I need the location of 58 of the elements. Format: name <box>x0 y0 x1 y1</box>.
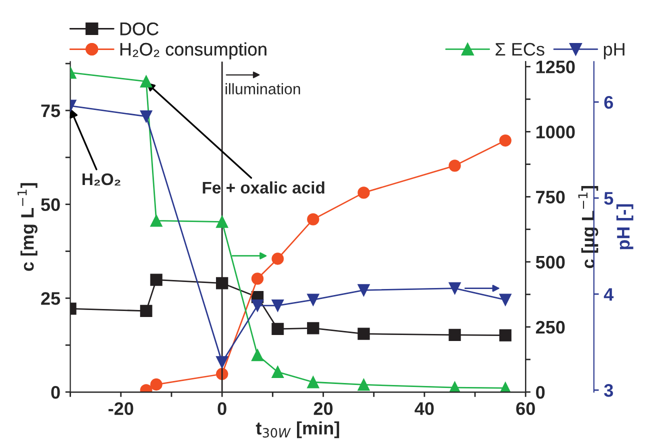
x-tick-label: 0 <box>218 402 226 416</box>
point <box>272 300 284 312</box>
ref-line-label: illumination <box>226 83 300 94</box>
y2-tick-label: 1000 <box>536 126 575 138</box>
annotation: Fe + oxalic acid <box>202 181 324 194</box>
x-tick-label: -20 <box>108 402 134 416</box>
point <box>272 366 284 378</box>
point <box>358 284 370 296</box>
point <box>251 300 264 312</box>
legend-label: pH <box>604 43 624 60</box>
point <box>358 328 370 340</box>
y2-tick-label: 1250 <box>536 60 575 74</box>
point <box>307 322 320 334</box>
point <box>150 274 162 286</box>
annotation: H₂O₂ <box>82 173 120 186</box>
y2-tick-label: 250 <box>536 320 565 334</box>
y-tick-label: 75 <box>41 104 60 118</box>
point <box>448 282 461 294</box>
y-tick-label: 50 <box>41 198 60 212</box>
y2-tick-label: 0 <box>536 386 545 399</box>
point <box>216 356 228 368</box>
point <box>307 376 320 388</box>
point <box>307 213 320 226</box>
point <box>499 294 512 306</box>
point <box>358 378 370 391</box>
point <box>140 110 152 122</box>
legend-label: Σ ECs <box>496 42 544 56</box>
y-tick-label: 25 <box>41 292 60 305</box>
point <box>448 328 461 342</box>
legend-label: DOC <box>120 22 158 36</box>
point <box>448 160 461 172</box>
y3-tick-label: 5 <box>604 192 614 205</box>
point <box>251 348 264 362</box>
point <box>499 134 512 147</box>
x-tick-label: 20 <box>314 402 333 416</box>
y2-tick-label: 750 <box>536 190 565 204</box>
point <box>216 216 228 228</box>
y2-tick-label: 500 <box>536 256 565 269</box>
point <box>150 378 162 391</box>
legend-label: H₂O₂ consumption <box>120 42 266 60</box>
y-tick-label: 0 <box>51 386 60 399</box>
point <box>150 214 162 227</box>
x-tick-label: 40 <box>414 402 434 416</box>
point <box>272 322 284 336</box>
point <box>140 304 152 318</box>
point <box>251 272 264 285</box>
y3-axis-title: pH [-] <box>616 204 634 250</box>
point <box>307 294 320 306</box>
point <box>358 186 370 199</box>
x-axis-title: t$_{30W}$ [min] <box>256 421 340 438</box>
x-tick-label: 60 <box>516 402 535 416</box>
point <box>272 252 284 265</box>
point <box>140 75 152 88</box>
y3-tick-label: 4 <box>604 288 614 301</box>
y-axis-title: c [mg L$^{−1}$] <box>17 183 38 271</box>
y3-tick-label: 6 <box>604 96 614 109</box>
point <box>499 329 512 342</box>
y3-tick-label: 3 <box>604 384 614 397</box>
